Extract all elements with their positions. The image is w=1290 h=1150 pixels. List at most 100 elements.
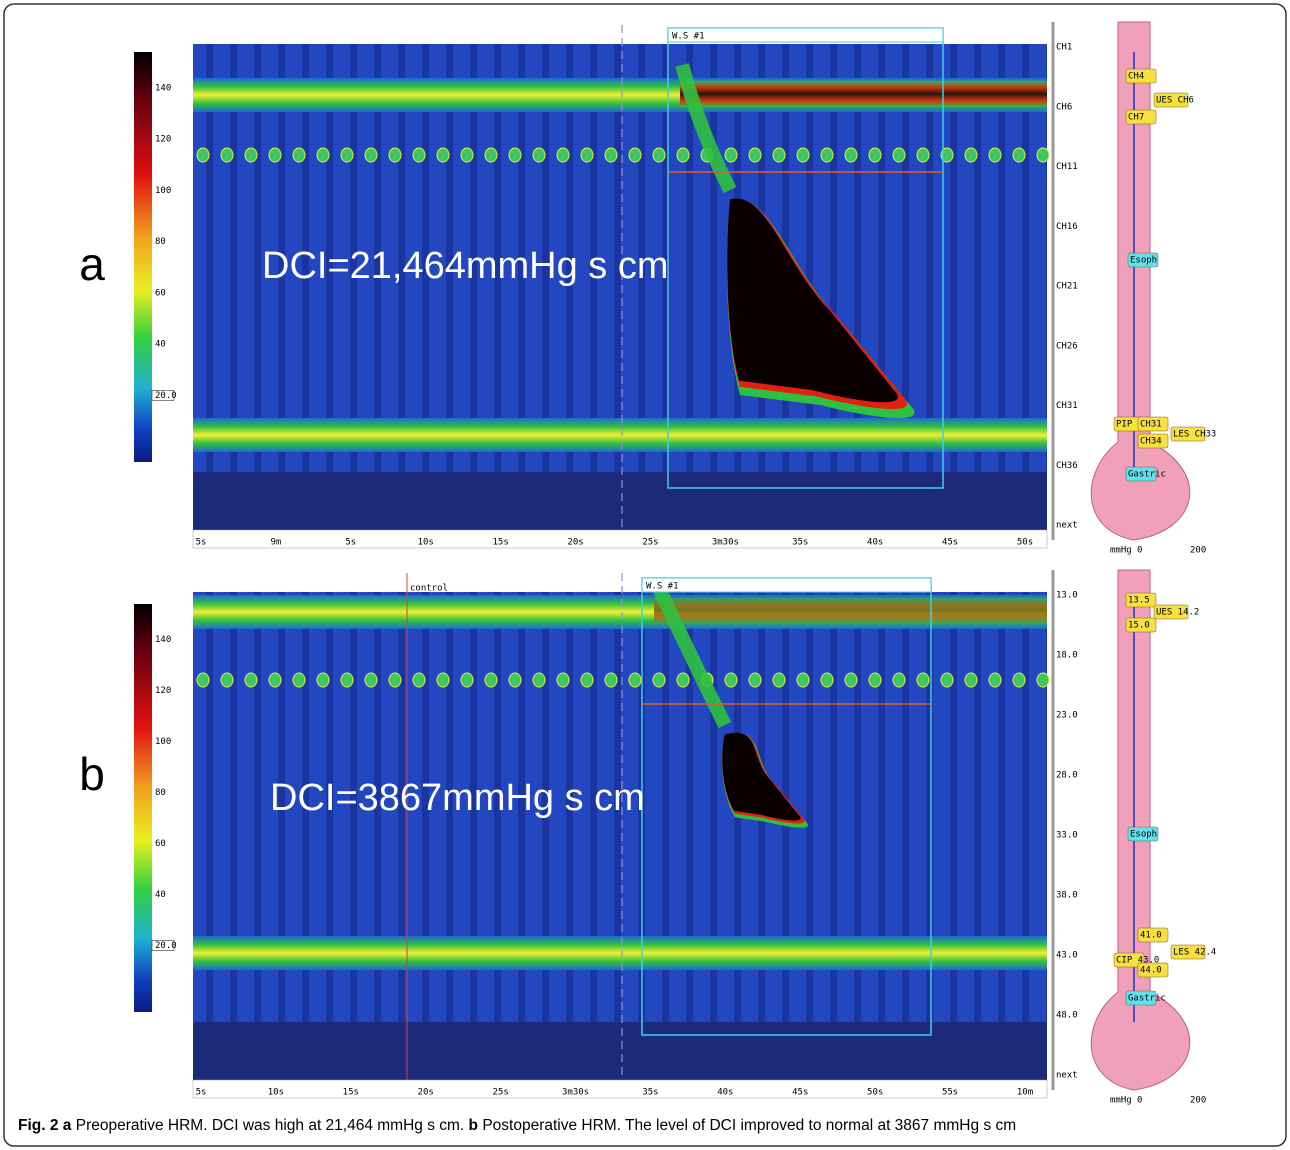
spot — [892, 672, 906, 688]
spot — [532, 147, 546, 163]
colorbar-tick: 120 — [155, 135, 171, 145]
tag — [1125, 990, 1157, 1006]
channel-label: 28.0 — [1056, 771, 1078, 781]
tag — [1127, 252, 1159, 268]
colorbar-tick: 140 — [155, 635, 171, 645]
spot — [892, 147, 906, 163]
tag-label: Esoph — [1130, 830, 1157, 840]
spot — [340, 147, 354, 163]
colorbar — [134, 52, 152, 462]
tag-label: LES 42.4 — [1173, 948, 1216, 958]
tag — [1153, 604, 1189, 620]
spot — [604, 672, 618, 688]
tag-label: 44.0 — [1140, 966, 1162, 976]
time-label: 10s — [418, 538, 434, 548]
channel-label: 43.0 — [1056, 951, 1078, 961]
time-label: 15s — [493, 538, 509, 548]
time-label: 45s — [942, 538, 958, 548]
spot — [340, 672, 354, 688]
band — [193, 418, 1047, 452]
spot — [556, 672, 570, 688]
band-hot — [680, 81, 1047, 107]
tag-label: LES CH33 — [1173, 430, 1216, 440]
scale-label: 0 — [1137, 1096, 1142, 1106]
tag-label: 15.0 — [1128, 621, 1150, 631]
spot — [292, 672, 306, 688]
window-bar — [641, 577, 932, 593]
tag-label: 41.0 — [1140, 931, 1162, 941]
spot — [988, 672, 1002, 688]
scale-label: 200 — [1190, 1096, 1206, 1106]
spot — [964, 672, 978, 688]
time-label: 5s — [196, 538, 207, 548]
tag — [1125, 109, 1157, 125]
spot — [292, 147, 306, 163]
spot — [196, 147, 210, 163]
tag — [1170, 426, 1206, 442]
channel-label: 33.0 — [1056, 831, 1078, 841]
scale-label: mmHg — [1110, 546, 1132, 556]
spot — [916, 672, 930, 688]
tag — [1125, 68, 1157, 84]
tag — [1113, 952, 1145, 968]
time-label: 20s — [567, 538, 583, 548]
spot — [436, 672, 450, 688]
tag-label: Gastric — [1128, 470, 1166, 480]
spot — [844, 147, 858, 163]
navy — [193, 472, 1047, 530]
window-label: W.S #1 — [672, 32, 705, 42]
tag-label: CIP 43.0 — [1116, 956, 1159, 966]
spot — [508, 147, 522, 163]
channel-label: CH1 — [1056, 43, 1072, 53]
spot — [460, 147, 474, 163]
panel: a 140 120 100 80 60 40 20.0 W.S #1 DCI=21,464mmHg… — [79, 21, 1216, 556]
tag-label: UES CH6 — [1156, 96, 1194, 106]
spot — [580, 672, 594, 688]
tag — [1125, 466, 1157, 482]
channel-label: 18.0 — [1056, 651, 1078, 661]
time-label: 10s — [268, 1088, 284, 1098]
spot — [364, 147, 378, 163]
spot — [244, 147, 258, 163]
colorbar-tick: 140 — [155, 83, 171, 93]
time-label: 20s — [418, 1088, 434, 1098]
spot — [580, 147, 594, 163]
time-label: 50s — [1017, 538, 1033, 548]
spot — [988, 147, 1002, 163]
time-label: 35s — [792, 538, 808, 548]
caption-b-text: Postoperative HRM. The level of DCI impr… — [482, 1117, 1016, 1134]
trail — [675, 63, 737, 194]
spot — [1036, 672, 1050, 688]
tag — [1170, 944, 1206, 960]
spot — [460, 672, 474, 688]
spot — [196, 672, 210, 688]
time-axis — [192, 1079, 1048, 1099]
tag — [1153, 92, 1189, 108]
tag-label: CH7 — [1128, 113, 1144, 123]
tag-label: Esoph — [1130, 256, 1157, 266]
colorbar — [134, 604, 152, 1012]
time-label: 40s — [867, 538, 883, 548]
tag — [1137, 927, 1169, 943]
spot — [868, 672, 882, 688]
band — [193, 936, 1047, 970]
channel-label: 23.0 — [1056, 711, 1078, 721]
colorbar-tick: 20.0 — [155, 941, 177, 951]
spot — [628, 672, 642, 688]
spot — [868, 147, 882, 163]
channel-label: CH26 — [1056, 341, 1078, 351]
time-label: 3m30s — [712, 538, 739, 548]
colorbar-tick: 60 — [155, 839, 166, 849]
time-label: 9m — [270, 538, 281, 548]
spot — [748, 147, 762, 163]
spot — [676, 147, 690, 163]
dci-annotation: DCI=21,464mmHg s cm — [262, 245, 669, 287]
channel-label: CH16 — [1056, 222, 1078, 232]
spot — [652, 147, 666, 163]
spot — [508, 672, 522, 688]
scale-label: mmHg — [1110, 1096, 1132, 1106]
tag-label: 13.5 — [1128, 596, 1150, 606]
colorbar-tick: 100 — [155, 186, 171, 196]
tag — [1125, 592, 1157, 608]
